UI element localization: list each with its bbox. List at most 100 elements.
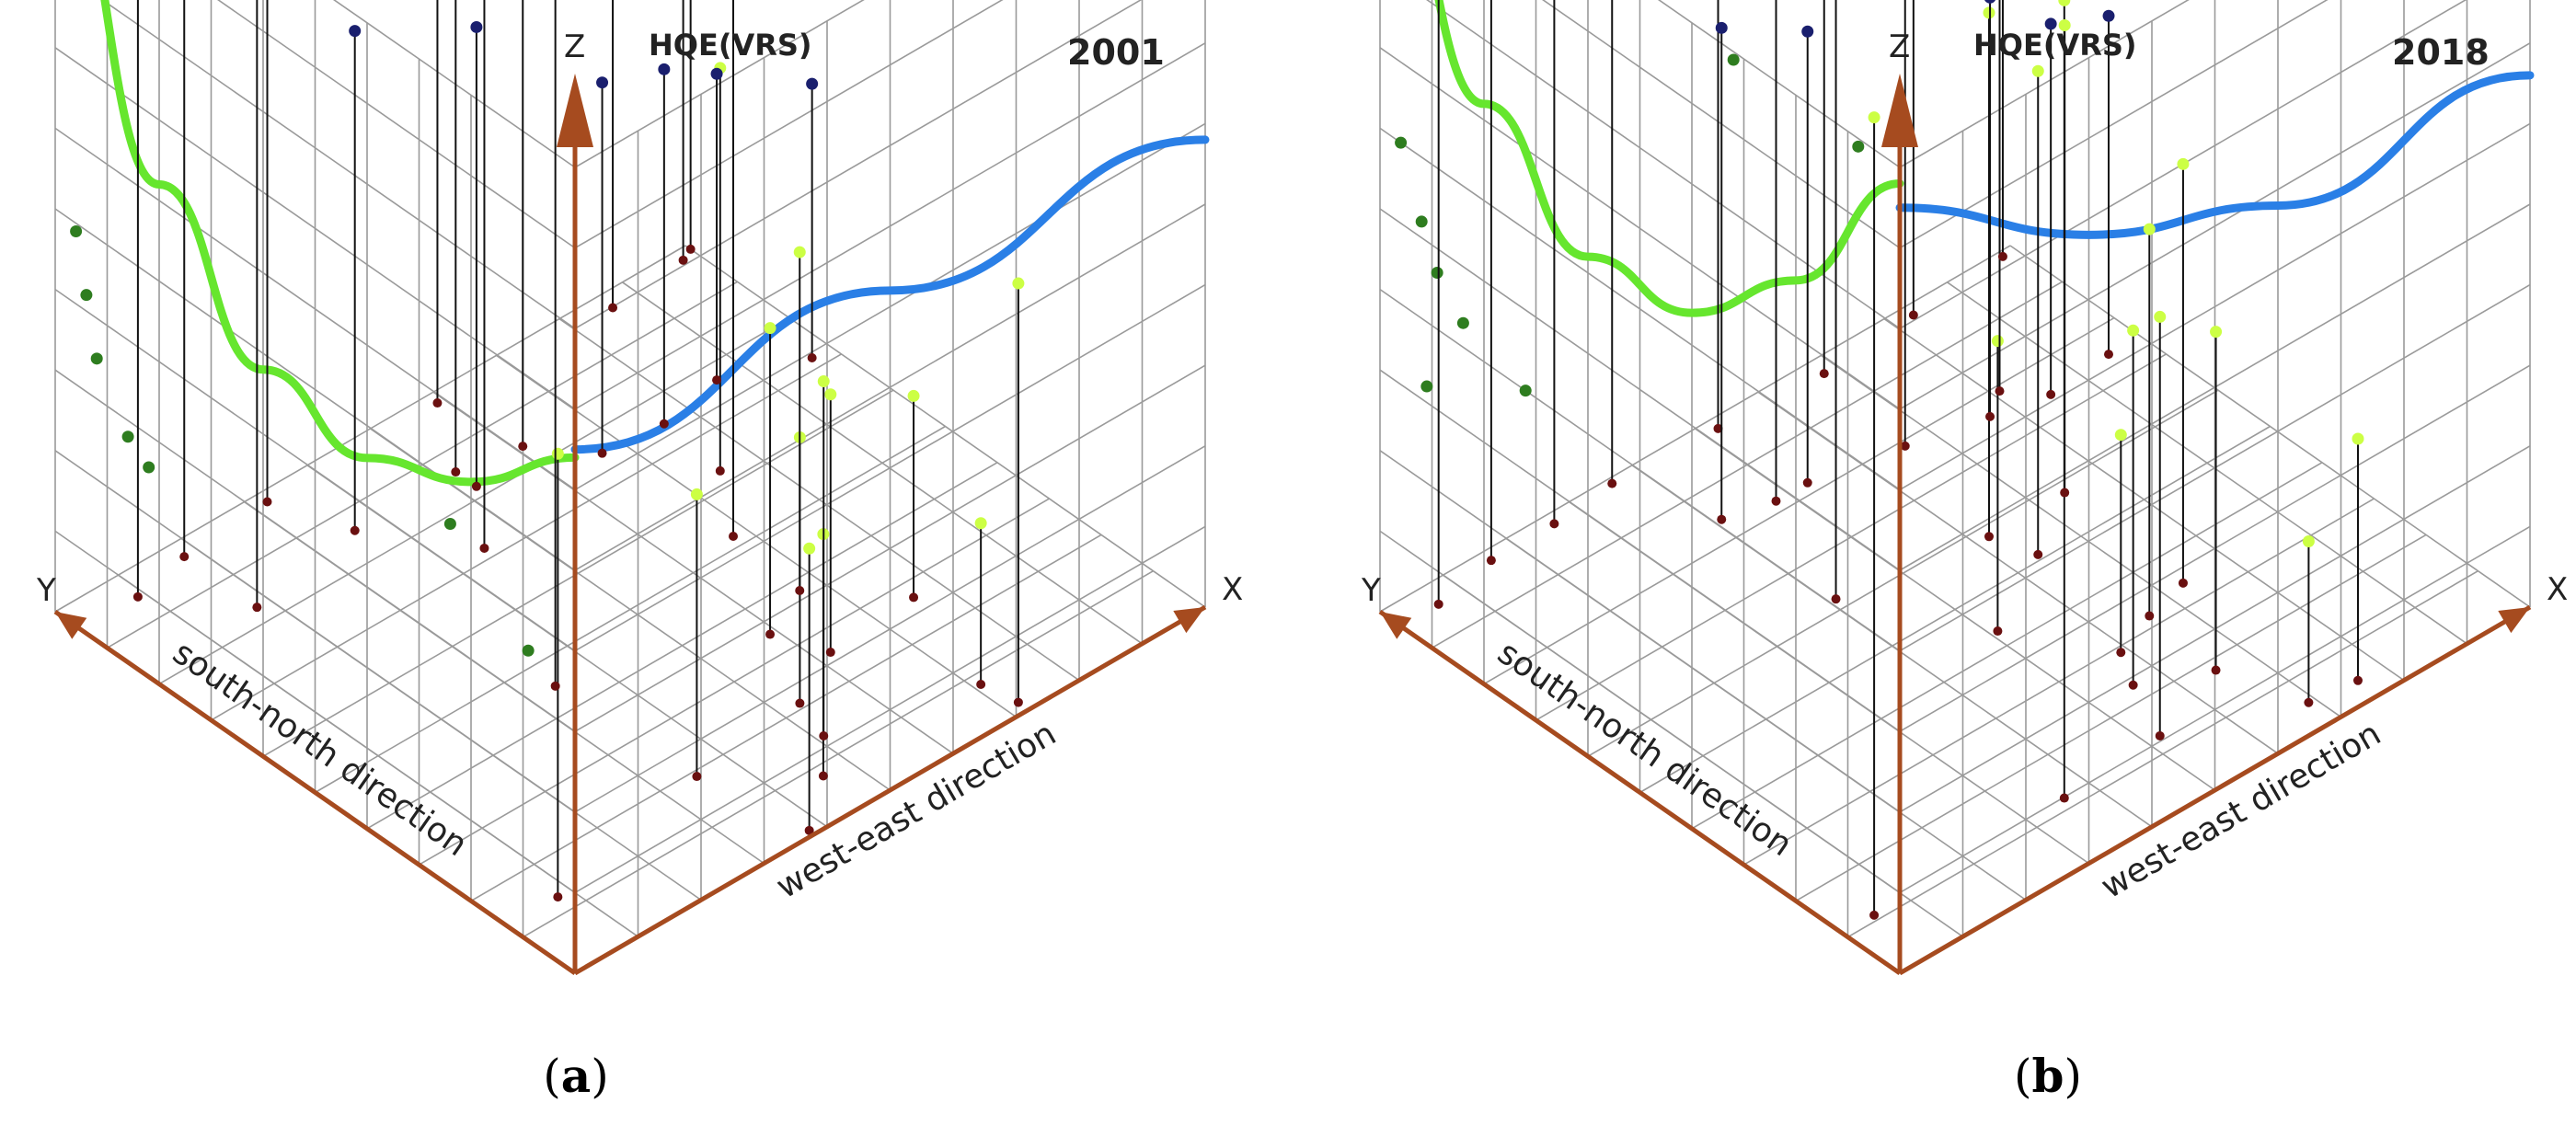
darkgreen-data-point	[1431, 267, 1443, 280]
point-base	[1995, 386, 2005, 396]
wall-grid-line	[1899, 203, 2531, 571]
point-base	[1993, 626, 2003, 637]
y-axis-arrow	[1380, 612, 1412, 639]
caption-b: (b)	[2014, 1049, 2082, 1103]
point-base	[1713, 423, 1723, 433]
point-base	[729, 532, 738, 541]
point-base	[825, 648, 835, 658]
panel-b: Z X Y HQE(VRS) 2018 west-east direction south-…	[1288, 0, 2576, 1125]
point-base	[1433, 599, 1443, 609]
point-base	[2116, 648, 2126, 658]
point-base	[1869, 910, 1880, 920]
floor-grid-line	[315, 425, 946, 794]
point-base	[1802, 477, 1812, 488]
point-base	[553, 892, 563, 902]
lime-data-point	[1868, 111, 1880, 124]
point-base	[1831, 594, 1841, 604]
wall-grid-line	[332, 0, 576, 168]
darkgreen-data-point	[1415, 215, 1428, 228]
point-base	[1486, 556, 1496, 566]
floor-grid-line	[1587, 389, 2219, 757]
wall-grid-line	[217, 0, 576, 249]
floor-grid-line	[2009, 245, 2531, 608]
navy-data-point	[710, 67, 723, 80]
wall-grid-line	[574, 0, 1004, 249]
navy-data-point	[2044, 17, 2057, 30]
navy-data-point	[1715, 21, 1728, 34]
lime-data-point	[824, 388, 837, 401]
lime-data-point	[793, 246, 806, 258]
chart-2018: Z X Y HQE(VRS) 2018 west-east direction south-…	[1361, 0, 2568, 976]
point-base	[597, 448, 607, 458]
lime-data-point	[2031, 64, 2044, 77]
floor-grid-line	[558, 317, 1080, 682]
floor-grid-line	[1883, 317, 2405, 682]
point-base	[909, 592, 919, 603]
point-base	[550, 681, 560, 691]
wall-grid-line	[101, 0, 576, 329]
wall-grid-line	[1379, 47, 1901, 410]
y-axis-line	[53, 609, 577, 976]
point-base	[1013, 697, 1023, 707]
wall-grid-line	[1899, 0, 2467, 329]
lime-data-point	[907, 389, 920, 402]
point-base	[685, 244, 696, 254]
wall-grid-line	[1899, 0, 2190, 168]
point-base	[1908, 310, 1918, 320]
point-base	[807, 352, 817, 362]
green-trend-line	[1434, 0, 1904, 317]
darkgreen-data-point	[1420, 380, 1433, 393]
x-axis-line	[573, 604, 1207, 976]
point-base	[678, 255, 688, 265]
point-base	[2211, 665, 2221, 675]
point-base	[451, 467, 461, 477]
navy-data-point	[470, 20, 483, 33]
wall-grid-line	[1379, 208, 1901, 571]
point-base	[1984, 532, 1994, 542]
caption-a: (a)	[543, 1049, 609, 1103]
point-base	[2178, 578, 2188, 588]
point-base	[518, 442, 528, 452]
point-base	[1900, 441, 1910, 451]
point-base	[765, 629, 776, 639]
point-base	[2046, 389, 2056, 399]
chart-title: 2001	[1067, 32, 1165, 73]
point-base	[479, 543, 489, 553]
lime-data-point	[2143, 223, 2156, 235]
wall-grid-line	[574, 42, 1206, 410]
point-base	[2353, 675, 2363, 685]
point-base	[795, 586, 805, 595]
lime-data-point	[2114, 429, 2127, 442]
wall-grid-line	[1899, 0, 2329, 249]
lime-data-point	[2154, 310, 2167, 323]
darkgreen-data-point	[1727, 53, 1740, 66]
point-base	[1607, 478, 1617, 488]
point-base	[2060, 488, 2070, 498]
x-axis-label: X	[1222, 571, 1243, 608]
wall-grid-line	[574, 0, 865, 168]
x-direction-label: west-east direction	[770, 715, 1063, 906]
point-base	[432, 398, 443, 408]
point-base	[819, 731, 829, 740]
lime-data-point	[2210, 326, 2223, 339]
blue-trend-line	[1895, 71, 2535, 239]
lime-data-point	[551, 447, 564, 460]
darkgreen-data-point	[1852, 140, 1865, 153]
wall-grid-line	[1426, 0, 1901, 329]
point-base	[1997, 251, 2007, 261]
wall-grid-line	[574, 122, 1206, 491]
point-base	[795, 698, 805, 708]
floor-grid-line	[684, 245, 1206, 608]
blue-trend-line	[570, 135, 1210, 454]
floor-grid-line	[1947, 281, 2467, 645]
y-direction-label: south-north direction	[166, 634, 474, 864]
y-axis-arrow	[55, 612, 87, 639]
lime-data-point	[974, 517, 987, 530]
navy-data-point	[2102, 9, 2115, 22]
floor-grid-line	[1821, 354, 2341, 718]
y-axis-label: Y	[1361, 572, 1381, 609]
point-base	[179, 552, 190, 562]
floor-grid-line	[496, 354, 1017, 718]
wall-grid-line	[1542, 0, 1901, 249]
point-base	[471, 481, 481, 491]
